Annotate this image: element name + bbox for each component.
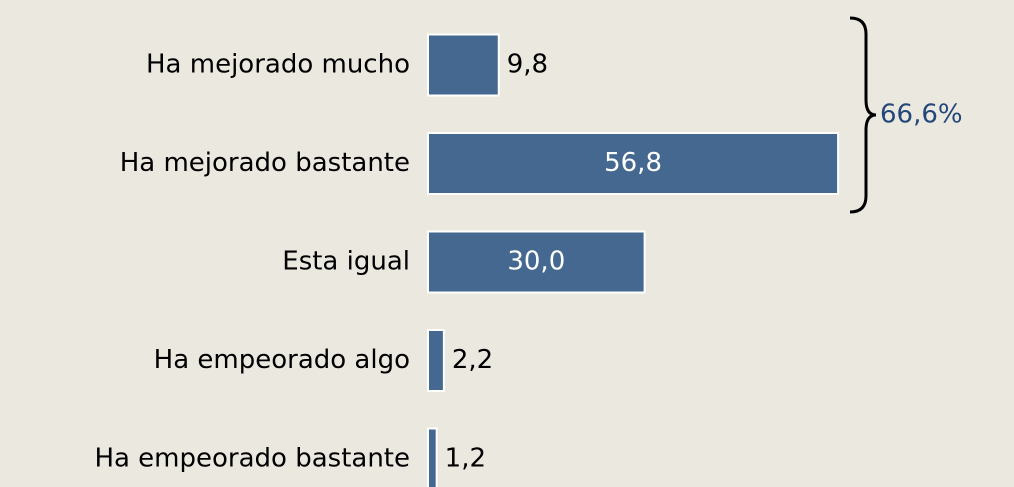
bar	[427, 329, 445, 392]
data-label: 56,8	[604, 148, 662, 178]
category-label: Ha empeorado bastante	[94, 444, 410, 474]
category-label: Ha empeorado algo	[154, 345, 410, 375]
category-label: Esta igual	[282, 247, 410, 277]
data-label: 2,2	[452, 345, 493, 375]
bar	[427, 230, 646, 294]
category-label: Ha mejorado mucho	[146, 50, 410, 80]
bar	[427, 33, 500, 97]
data-label: 30,0	[507, 247, 565, 277]
data-label: 9,8	[507, 50, 548, 80]
bar	[427, 427, 438, 487]
category-label: Ha mejorado bastante	[120, 148, 410, 178]
data-label: 1,2	[445, 444, 486, 474]
brace	[849, 16, 877, 214]
annotation: 66,6%	[880, 100, 963, 130]
bar	[427, 132, 840, 195]
